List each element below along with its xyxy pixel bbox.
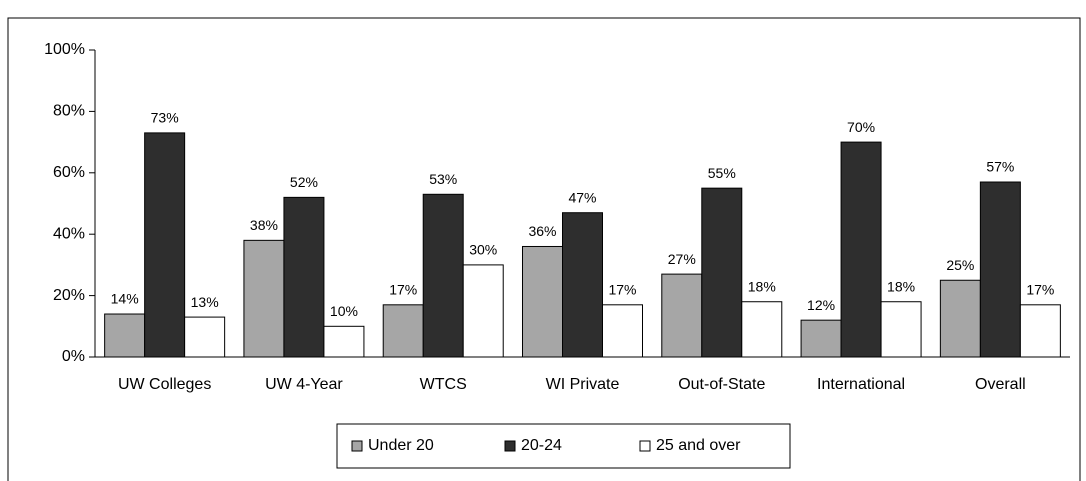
bar: [741, 301, 783, 358]
bar: [939, 279, 981, 358]
legend-swatch: [351, 440, 363, 452]
x-tick-label: International: [817, 376, 905, 393]
value-label: 53%: [429, 171, 457, 187]
value-label: 70%: [847, 119, 875, 135]
bar: [880, 301, 922, 358]
bar: [701, 187, 743, 358]
bar: [144, 132, 186, 358]
bar: [382, 304, 424, 358]
x-tick-label: UW 4-Year: [265, 376, 343, 393]
bar: [1019, 304, 1061, 358]
y-tick-label: 60%: [53, 164, 85, 181]
bar: [462, 264, 504, 358]
legend-frame: [336, 423, 791, 469]
value-label: 17%: [608, 282, 636, 298]
legend-swatch: [504, 440, 516, 452]
bar: [800, 319, 842, 358]
value-label: 18%: [748, 278, 776, 294]
x-tick-label: WTCS: [420, 376, 467, 393]
value-label: 10%: [330, 303, 358, 319]
x-tick-label: WI Private: [546, 376, 620, 393]
x-tick-label: UW Colleges: [118, 376, 211, 393]
value-label: 52%: [290, 174, 318, 190]
value-label: 36%: [528, 223, 556, 239]
bar: [840, 141, 882, 358]
value-label: 12%: [807, 297, 835, 313]
bar: [562, 212, 603, 358]
x-tick-label: Out-of-State: [678, 376, 765, 393]
legend: [336, 423, 791, 469]
bar: [979, 181, 1021, 358]
bar: [661, 273, 703, 358]
bar: [184, 316, 226, 358]
bar: [602, 304, 643, 358]
y-tick-label: 80%: [53, 103, 85, 120]
bar: [422, 193, 464, 358]
bar: [522, 245, 563, 358]
legend-label: 25 and over: [656, 437, 741, 454]
value-label: 17%: [389, 282, 417, 298]
value-label: 27%: [668, 251, 696, 267]
value-label: 47%: [568, 189, 596, 205]
value-label: 73%: [151, 110, 179, 126]
bar: [283, 196, 325, 358]
bar: [104, 313, 146, 358]
value-label: 55%: [708, 165, 736, 181]
value-label: 13%: [191, 294, 219, 310]
y-tick-label: 100%: [44, 41, 85, 58]
value-label: 17%: [1026, 282, 1054, 298]
value-label: 25%: [946, 257, 974, 273]
y-tick-label: 20%: [53, 287, 85, 304]
value-label: 30%: [469, 242, 497, 258]
bar: [243, 239, 285, 358]
bar: [323, 325, 365, 358]
chart-frame: [7, 17, 1081, 481]
value-label: 38%: [250, 217, 278, 233]
x-tick-label: Overall: [975, 376, 1026, 393]
value-label: 18%: [887, 278, 915, 294]
legend-swatch: [639, 440, 651, 452]
value-label: 14%: [111, 291, 139, 307]
y-tick-label: 40%: [53, 225, 85, 242]
legend-label: Under 20: [368, 437, 434, 454]
value-label: 57%: [986, 159, 1014, 175]
y-tick-label: 0%: [62, 348, 85, 365]
legend-label: 20-24: [521, 437, 562, 454]
